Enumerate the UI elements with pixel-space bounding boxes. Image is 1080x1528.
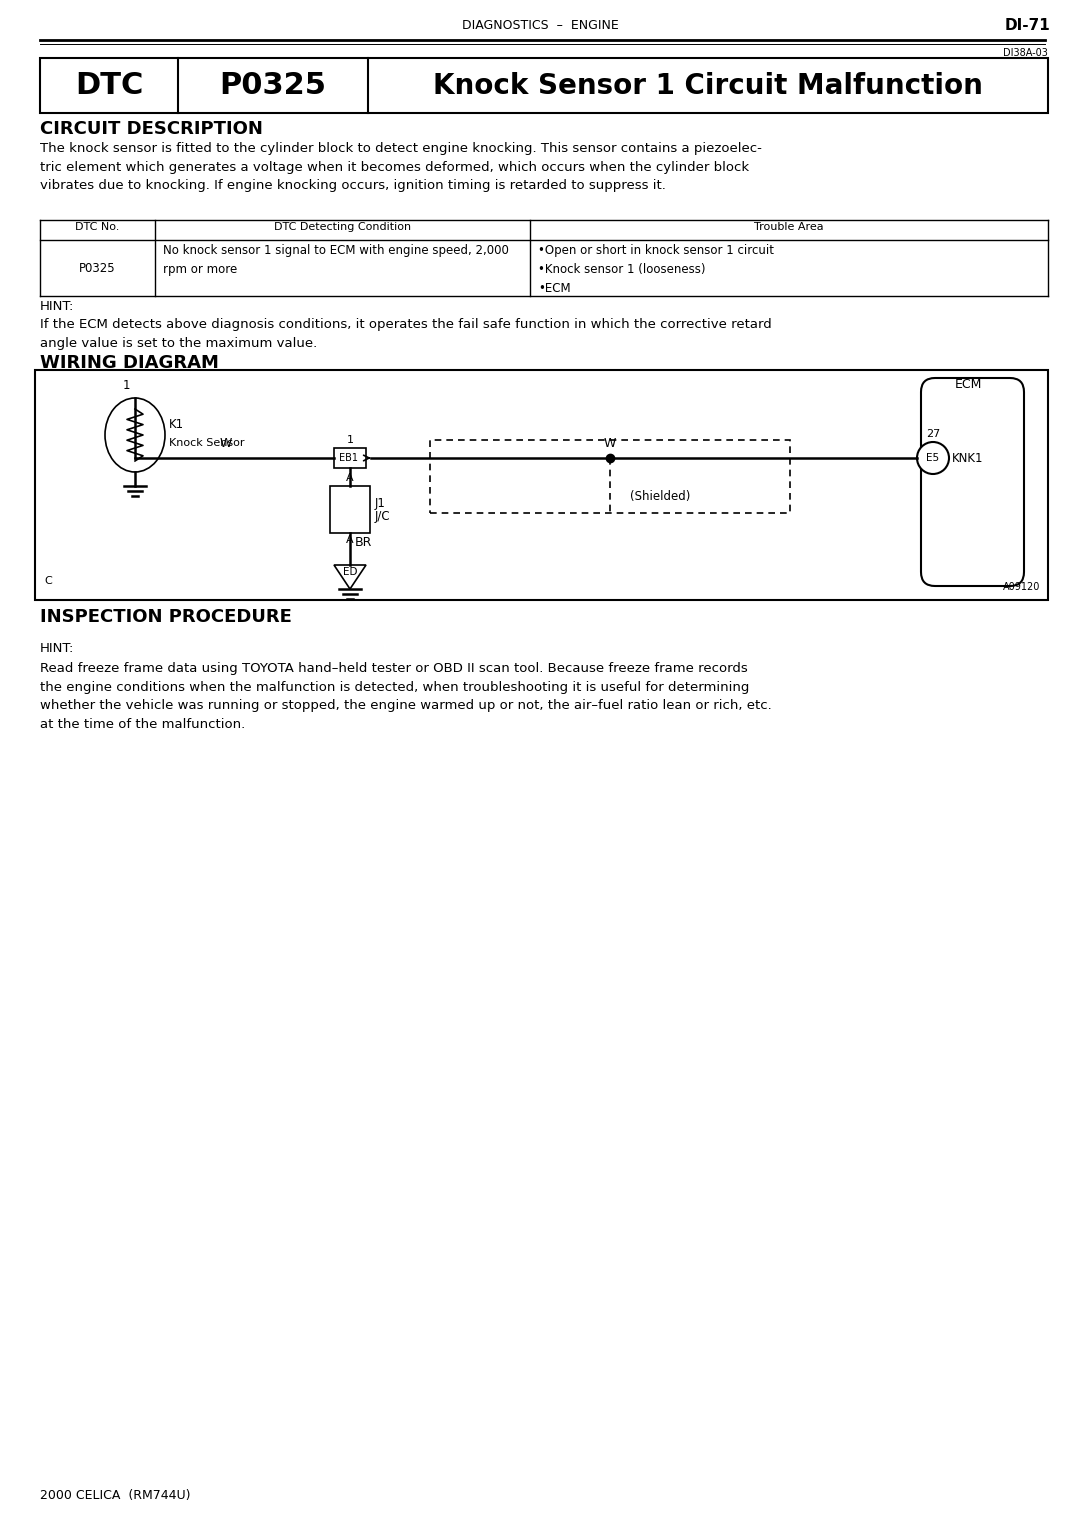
- Text: ECM: ECM: [955, 377, 983, 391]
- Text: E5: E5: [927, 452, 940, 463]
- Text: DTC: DTC: [75, 70, 144, 99]
- Text: A09120: A09120: [1002, 582, 1040, 591]
- Circle shape: [917, 442, 949, 474]
- Bar: [35, 370, 1048, 601]
- Text: 27: 27: [926, 429, 940, 439]
- Text: W: W: [220, 437, 232, 451]
- Text: P0325: P0325: [79, 261, 116, 275]
- Text: CIRCUIT DESCRIPTION: CIRCUIT DESCRIPTION: [40, 121, 262, 138]
- Ellipse shape: [105, 397, 165, 472]
- Text: BR: BR: [355, 536, 373, 549]
- Text: Knock Sensor: Knock Sensor: [168, 439, 244, 448]
- Text: HINT:: HINT:: [40, 299, 75, 313]
- Text: 1: 1: [122, 379, 130, 393]
- Text: A: A: [347, 535, 354, 545]
- Text: DTC Detecting Condition: DTC Detecting Condition: [274, 222, 411, 232]
- Text: EB1: EB1: [339, 452, 359, 463]
- Text: 2000 CELICA  (RM744U): 2000 CELICA (RM744U): [40, 1488, 190, 1502]
- Text: 1: 1: [347, 435, 353, 445]
- Text: •Open or short in knock sensor 1 circuit
•Knock sensor 1 (looseness)
•ECM: •Open or short in knock sensor 1 circuit…: [538, 244, 774, 295]
- Text: KNK1: KNK1: [951, 451, 984, 465]
- Text: If the ECM detects above diagnosis conditions, it operates the fail safe functio: If the ECM detects above diagnosis condi…: [40, 318, 772, 350]
- Text: WIRING DIAGRAM: WIRING DIAGRAM: [40, 354, 219, 371]
- Text: HINT:: HINT:: [40, 642, 75, 656]
- Polygon shape: [334, 565, 366, 588]
- Text: W: W: [604, 437, 617, 451]
- Text: DI38A-03: DI38A-03: [1003, 47, 1048, 58]
- Bar: [334, 448, 366, 468]
- Text: (Shielded): (Shielded): [630, 490, 690, 503]
- Text: J/C: J/C: [375, 510, 391, 523]
- Text: Read freeze frame data using TOYOTA hand–held tester or OBD II scan tool. Becaus: Read freeze frame data using TOYOTA hand…: [40, 662, 772, 730]
- Text: J1: J1: [375, 497, 386, 510]
- Text: Knock Sensor 1 Circuit Malfunction: Knock Sensor 1 Circuit Malfunction: [433, 72, 983, 99]
- Bar: [430, 440, 789, 513]
- Text: The knock sensor is fitted to the cylinder block to detect engine knocking. This: The knock sensor is fitted to the cylind…: [40, 142, 761, 193]
- Text: ED: ED: [342, 567, 357, 578]
- Text: A: A: [347, 474, 354, 483]
- Text: C: C: [44, 576, 52, 587]
- Text: Trouble Area: Trouble Area: [754, 222, 824, 232]
- Text: INSPECTION PROCEDURE: INSPECTION PROCEDURE: [40, 608, 292, 626]
- Text: No knock sensor 1 signal to ECM with engine speed, 2,000
rpm or more: No knock sensor 1 signal to ECM with eng…: [163, 244, 509, 277]
- Text: DIAGNOSTICS  –  ENGINE: DIAGNOSTICS – ENGINE: [461, 18, 619, 32]
- Text: K1: K1: [168, 419, 184, 431]
- Bar: [40, 58, 1048, 113]
- Text: P0325: P0325: [219, 70, 326, 99]
- Text: DTC No.: DTC No.: [76, 222, 120, 232]
- FancyBboxPatch shape: [921, 377, 1024, 587]
- Bar: [330, 486, 370, 533]
- Text: DI-71: DI-71: [1004, 18, 1050, 34]
